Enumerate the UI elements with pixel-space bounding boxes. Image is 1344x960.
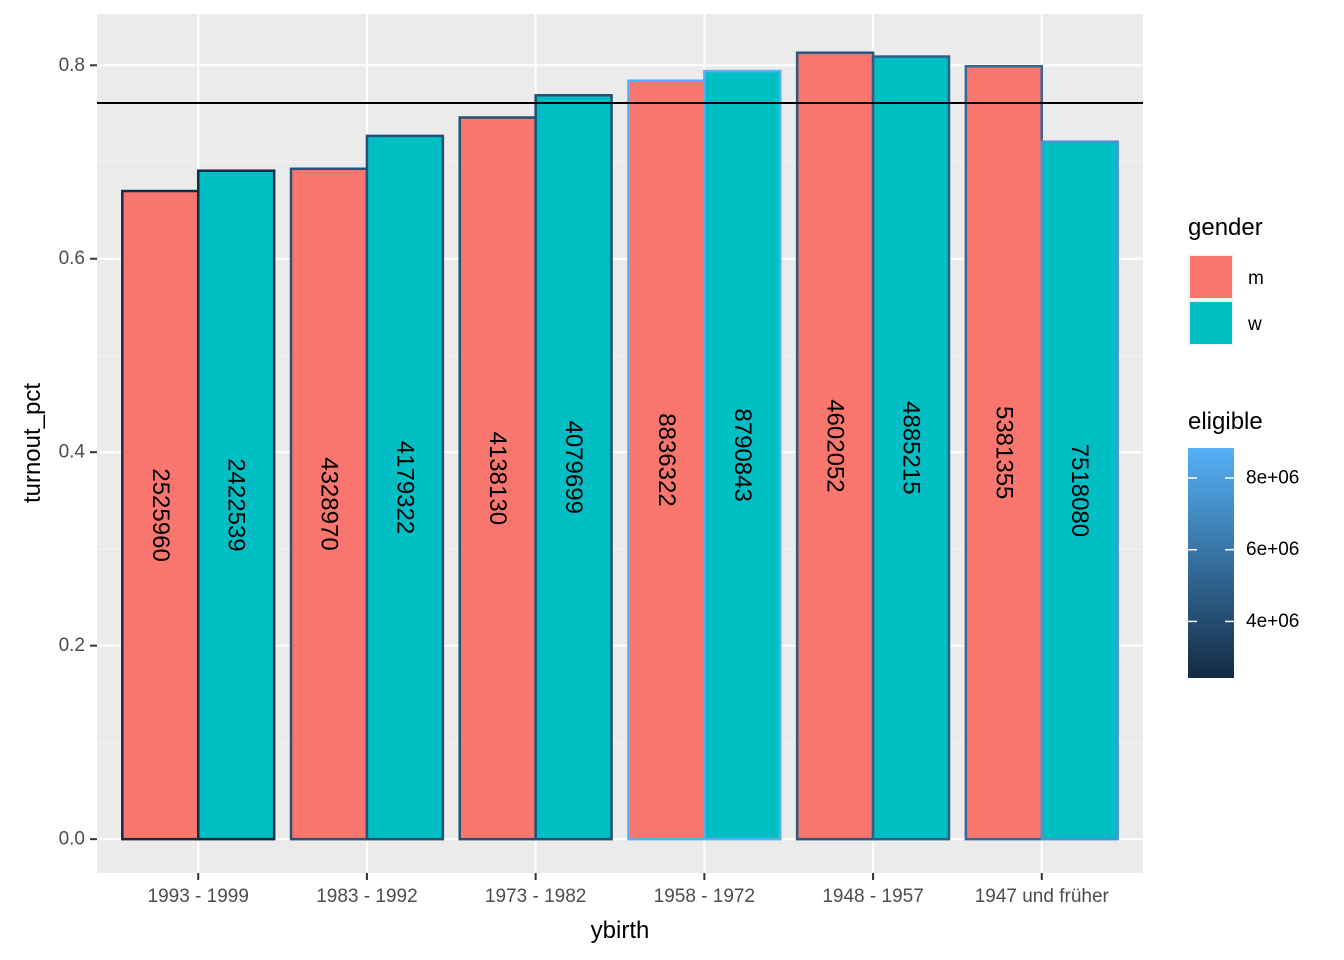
bar-label-w-1: 4179322: [391, 441, 418, 534]
y-axis: 0.0 0.2 0.4 0.6 0.8: [59, 55, 97, 850]
x-axis-title: ybirth: [591, 917, 650, 944]
bar-m-3: [627, 79, 706, 841]
legend-gender-title: gender: [1188, 214, 1263, 241]
bar-label-m-0: 2525960: [147, 468, 174, 561]
bar-m-1: [289, 167, 369, 841]
y-tick-label: 0.2: [59, 635, 85, 656]
x-tick-label: 1948 - 1957: [822, 886, 923, 907]
bar-w-0: [196, 169, 276, 841]
colorbar-tick-label: 8e+06: [1246, 467, 1299, 488]
y-axis-title: turnout_pct: [19, 383, 46, 503]
legend-gender-entry-w: w: [1188, 300, 1262, 346]
legend-gender-entry-m: m: [1188, 254, 1264, 300]
colorbar-ticks: 4e+06 6e+06 8e+06: [1188, 467, 1299, 632]
bar-label-w-0: 2422539: [223, 458, 250, 551]
legend-swatch-w: [1190, 302, 1232, 344]
bar-label-m-1: 4328970: [315, 457, 342, 550]
bars: [121, 51, 1119, 841]
y-tick-label: 0.6: [59, 248, 85, 269]
bar-label-w-5: 7518080: [1066, 444, 1093, 537]
x-tick-label: 1947 und früher: [975, 886, 1110, 907]
x-axis: 1993 - 1999 1983 - 1992 1973 - 1982 1958 - …: [148, 873, 1110, 907]
bar-label-w-3: 8790843: [729, 408, 756, 501]
y-tick-label: 0.8: [59, 55, 85, 76]
legend-eligible-title: eligible: [1188, 408, 1263, 435]
legend-label-m: m: [1248, 268, 1264, 289]
legend-gender: gender m w: [1188, 214, 1264, 346]
bar-w-2: [534, 94, 613, 841]
bar-w-3: [703, 69, 782, 841]
bar-labels: 2525960 4328970 4138130 8836322 4602052 53813…: [147, 399, 1093, 562]
x-tick-label: 1983 - 1992: [316, 886, 417, 907]
bar-label-w-4: 4885215: [898, 401, 925, 494]
colorbar-tick-label: 4e+06: [1246, 611, 1299, 632]
bar-label-m-4: 4602052: [822, 399, 849, 492]
bar-label-m-2: 4138130: [484, 432, 511, 525]
bar-label-m-5: 5381355: [990, 406, 1017, 499]
colorbar: [1188, 448, 1234, 678]
y-tick-label: 0.4: [59, 442, 86, 463]
y-tick-label: 0.0: [59, 829, 85, 850]
x-tick-label: 1973 - 1982: [485, 886, 586, 907]
bar-m-5: [964, 64, 1044, 841]
legend-swatch-m: [1190, 256, 1232, 298]
legend-label-w: w: [1247, 314, 1262, 335]
x-tick-label: 1958 - 1972: [654, 886, 755, 907]
bar-m-2: [458, 116, 537, 841]
bar-label-m-3: 8836322: [653, 413, 680, 506]
x-tick-label: 1993 - 1999: [148, 886, 249, 907]
legend-eligible: eligible 4e+06 6e+06 8e+06: [1188, 408, 1299, 678]
bar-w-4: [871, 55, 951, 841]
colorbar-tick-label: 6e+06: [1246, 539, 1299, 560]
bar-label-w-2: 4079699: [560, 420, 587, 513]
bar-w-5: [1040, 140, 1119, 841]
bar-w-1: [365, 134, 445, 841]
